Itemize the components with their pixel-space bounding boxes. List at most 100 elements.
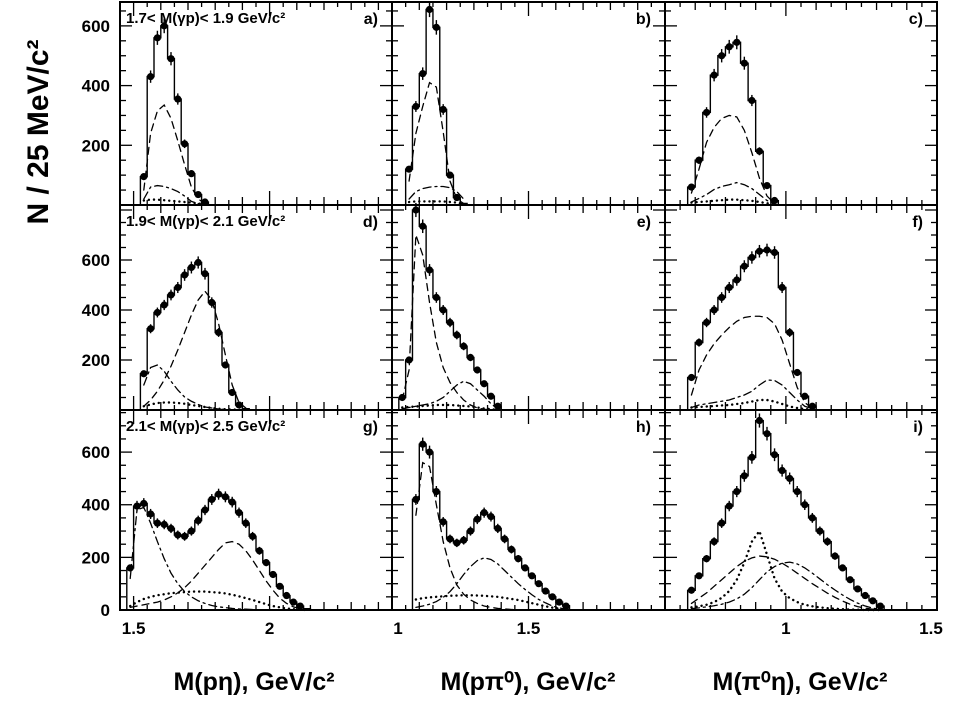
data-point [296, 602, 304, 610]
panel-frame [664, 409, 938, 611]
data-point [480, 380, 488, 388]
panel-i: i) [664, 409, 938, 612]
data-point [453, 539, 461, 547]
dotted-component [690, 528, 882, 612]
data-point [702, 318, 711, 327]
data-point [432, 487, 440, 496]
x-tick-label: 1 [393, 619, 402, 638]
data-point [473, 366, 481, 374]
data-point [174, 531, 182, 539]
data-point [147, 325, 155, 333]
data-point [432, 293, 440, 302]
data-point [541, 587, 550, 595]
data-point [763, 246, 771, 254]
y-tick-label: 600 [82, 443, 110, 462]
x-axis-title-col1: M(pη), GeV/c² [173, 668, 334, 696]
data-point [160, 22, 168, 30]
data-point [439, 306, 447, 314]
data-point [221, 493, 229, 501]
x-axis-title-col3: M(π⁰η), GeV/c² [713, 668, 888, 696]
dotted-component [690, 398, 814, 411]
data-point [786, 328, 794, 337]
data-point [876, 602, 884, 610]
data-point [528, 572, 536, 580]
data-point [425, 266, 434, 274]
data-point [235, 509, 243, 517]
data-point [466, 353, 475, 362]
data-point [208, 298, 216, 307]
data-point [187, 263, 195, 272]
data-point [289, 598, 297, 606]
data-point [153, 34, 161, 42]
data-point [778, 466, 786, 475]
data-point [126, 564, 134, 572]
data-point [854, 585, 862, 593]
data-point [174, 95, 182, 103]
data-point [793, 368, 801, 377]
panel-label: e) [637, 214, 651, 231]
panel-label: b) [636, 11, 651, 28]
x-tick-label: 1 [781, 619, 790, 638]
row-range-label: 2.1< M(γp)< 2.5 GeV/c² [126, 418, 285, 435]
panel-frame [119, 409, 393, 611]
data-point [548, 593, 556, 601]
data-point [228, 388, 236, 397]
data-point [194, 258, 202, 267]
x-tick-label: 1.5 [122, 619, 146, 638]
y-tick-label: 200 [82, 548, 110, 567]
dashed-component [401, 234, 499, 411]
dashed-component [408, 81, 465, 205]
data-point [412, 206, 420, 214]
data-point [425, 5, 434, 14]
data-point [748, 96, 756, 105]
data-point [831, 552, 839, 560]
dashdot-component [408, 185, 465, 200]
dashed-component [690, 555, 881, 611]
data-point [710, 306, 718, 314]
data-point [208, 495, 216, 504]
data-point [770, 248, 779, 257]
data-point [702, 555, 711, 563]
data-point [748, 253, 756, 262]
data-point [487, 512, 495, 521]
dotted-component [142, 401, 247, 412]
data-point [255, 547, 263, 555]
data-point [808, 402, 816, 410]
data-point [460, 342, 468, 350]
data-point [710, 537, 718, 546]
data-point [710, 71, 718, 79]
data-point [718, 293, 726, 302]
x-axis-title-col2: M(pπ⁰), GeV/c² [441, 668, 616, 696]
data-point [419, 440, 427, 448]
data-point [446, 535, 454, 543]
data-point [507, 545, 516, 554]
data-point [419, 222, 427, 230]
x-tick-label: 2 [265, 619, 274, 638]
data-point [201, 506, 209, 514]
panel-label: g) [363, 419, 378, 436]
data-point [861, 591, 869, 600]
data-point [521, 564, 529, 572]
panel-c: c) [664, 1, 938, 206]
data-point [453, 193, 461, 202]
data-point [405, 165, 413, 173]
row-range-label: 1.7< M(γp)< 1.9 GeV/c² [126, 10, 285, 27]
data-point [869, 597, 877, 605]
data-point [793, 487, 801, 496]
data-point [687, 586, 696, 594]
data-point [140, 499, 148, 508]
y-tick-label: 400 [82, 77, 110, 96]
dashed-component [143, 103, 206, 205]
dashdot-component [690, 561, 881, 611]
data-point [786, 474, 794, 483]
dashed-component [143, 290, 247, 409]
dashdot-component [415, 557, 567, 610]
fit-histogram [411, 443, 571, 610]
data-point [283, 591, 291, 600]
data-point [167, 291, 175, 299]
data-point [147, 510, 155, 518]
data-point [748, 453, 756, 461]
data-point [702, 108, 711, 117]
panel-frame [391, 409, 666, 611]
data-point [167, 524, 175, 533]
